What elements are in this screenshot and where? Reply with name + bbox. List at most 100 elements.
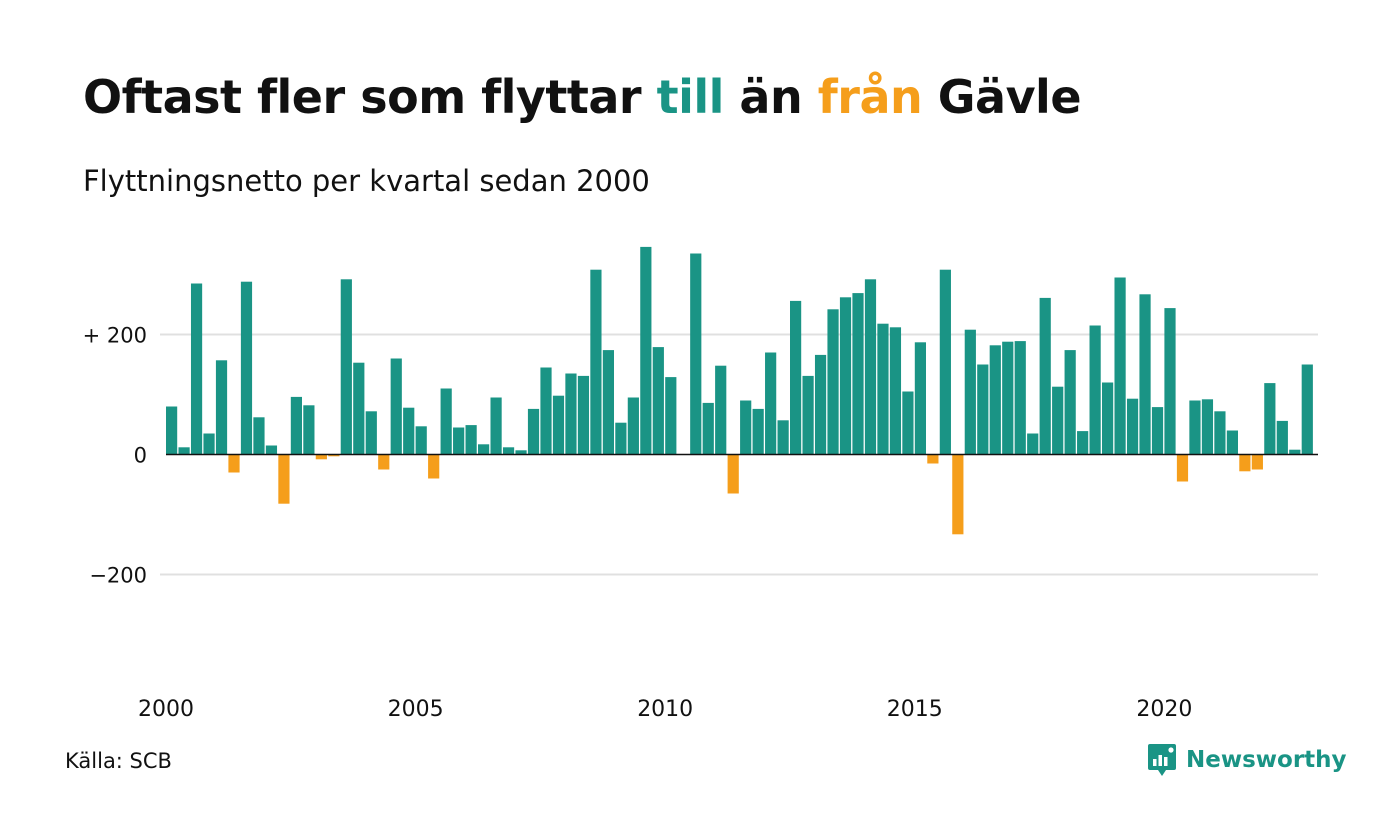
bar — [1126, 398, 1139, 455]
bar — [802, 375, 814, 455]
bar — [565, 373, 577, 455]
brand-logo[interactable]: Newsworthy — [1147, 742, 1347, 778]
bar — [1077, 431, 1089, 455]
bar — [877, 323, 889, 455]
bar — [752, 408, 764, 455]
chart-title: Oftast fler som flyttar till än från Gäv… — [83, 70, 1082, 124]
bar — [927, 454, 939, 464]
bar — [777, 420, 789, 455]
bar — [839, 297, 852, 455]
bar — [715, 365, 727, 455]
axes: + 200 0 −200 2000 2005 2010 2015 2020 — [83, 324, 1318, 722]
bar — [1027, 433, 1039, 455]
bar — [303, 405, 315, 455]
bar — [365, 411, 377, 455]
bar — [415, 426, 427, 455]
bar — [240, 281, 253, 455]
bar — [540, 367, 552, 455]
bar — [702, 402, 714, 455]
bar — [1289, 449, 1301, 455]
bar — [390, 358, 402, 455]
title-part-3: Gävle — [922, 70, 1082, 124]
bar — [465, 425, 477, 455]
bar — [952, 454, 964, 535]
bar — [178, 447, 190, 455]
source-note: Källa: SCB — [65, 749, 172, 773]
bar — [440, 388, 452, 455]
x-tick-label: 2010 — [637, 697, 693, 722]
bar — [478, 444, 490, 455]
bar — [253, 417, 265, 455]
bar — [740, 400, 752, 455]
bar — [515, 450, 527, 455]
bar — [1276, 420, 1288, 455]
bar — [577, 375, 590, 455]
bar — [552, 395, 565, 455]
bar — [640, 246, 652, 455]
bar — [1089, 325, 1101, 455]
bar — [989, 345, 1001, 455]
bar — [527, 408, 540, 455]
bar — [1002, 341, 1014, 455]
bar — [852, 293, 864, 455]
bar — [615, 422, 627, 455]
bar — [278, 454, 290, 504]
bar — [690, 253, 702, 455]
x-tick-label: 2015 — [887, 697, 943, 722]
bar — [228, 454, 240, 473]
bar — [190, 283, 203, 455]
bar — [627, 397, 639, 455]
bar — [1301, 364, 1313, 455]
bar — [1226, 430, 1238, 455]
bar — [1164, 308, 1176, 455]
bar — [203, 433, 215, 455]
bar — [1102, 382, 1114, 455]
bar — [340, 279, 352, 455]
bar — [727, 454, 739, 494]
bar — [215, 360, 228, 455]
y-tick-label: −200 — [89, 564, 147, 588]
bar — [166, 406, 178, 455]
title-part-2: än — [723, 70, 818, 124]
bar — [964, 329, 976, 455]
bar — [453, 427, 465, 455]
bar — [1239, 454, 1251, 472]
bar — [1189, 400, 1201, 455]
bar — [864, 279, 877, 455]
title-negative-word: från — [817, 70, 923, 124]
bar — [889, 327, 902, 455]
bar — [977, 364, 989, 455]
bar — [652, 347, 664, 455]
bar — [827, 309, 839, 455]
bar — [814, 354, 827, 455]
title-part-1: Oftast fler som flyttar — [83, 70, 657, 124]
bar — [328, 454, 340, 457]
bar — [428, 454, 440, 479]
y-tick-label: 0 — [134, 444, 147, 468]
bars — [166, 246, 1313, 535]
bar — [315, 454, 327, 460]
bar — [1039, 297, 1051, 455]
bar — [1052, 386, 1064, 455]
bar — [1064, 350, 1076, 455]
bar — [353, 362, 365, 455]
bar — [502, 447, 515, 455]
bar — [602, 350, 614, 455]
chart-subtitle: Flyttningsnetto per kvartal sedan 2000 — [83, 164, 650, 198]
bar — [1201, 399, 1214, 455]
bar — [914, 342, 926, 455]
y-tick-label: + 200 — [83, 324, 147, 348]
bar — [1139, 294, 1151, 455]
newsworthy-logo-icon — [1148, 744, 1176, 776]
bar — [765, 352, 777, 455]
bar — [290, 396, 302, 455]
bar — [1264, 383, 1276, 455]
bar — [590, 269, 602, 455]
bar — [665, 377, 677, 455]
bar — [1151, 407, 1164, 455]
bar — [378, 454, 390, 470]
x-tick-label: 2000 — [138, 697, 194, 722]
bar — [265, 445, 278, 455]
bar — [1114, 277, 1126, 455]
brand-name: Newsworthy — [1186, 747, 1347, 773]
